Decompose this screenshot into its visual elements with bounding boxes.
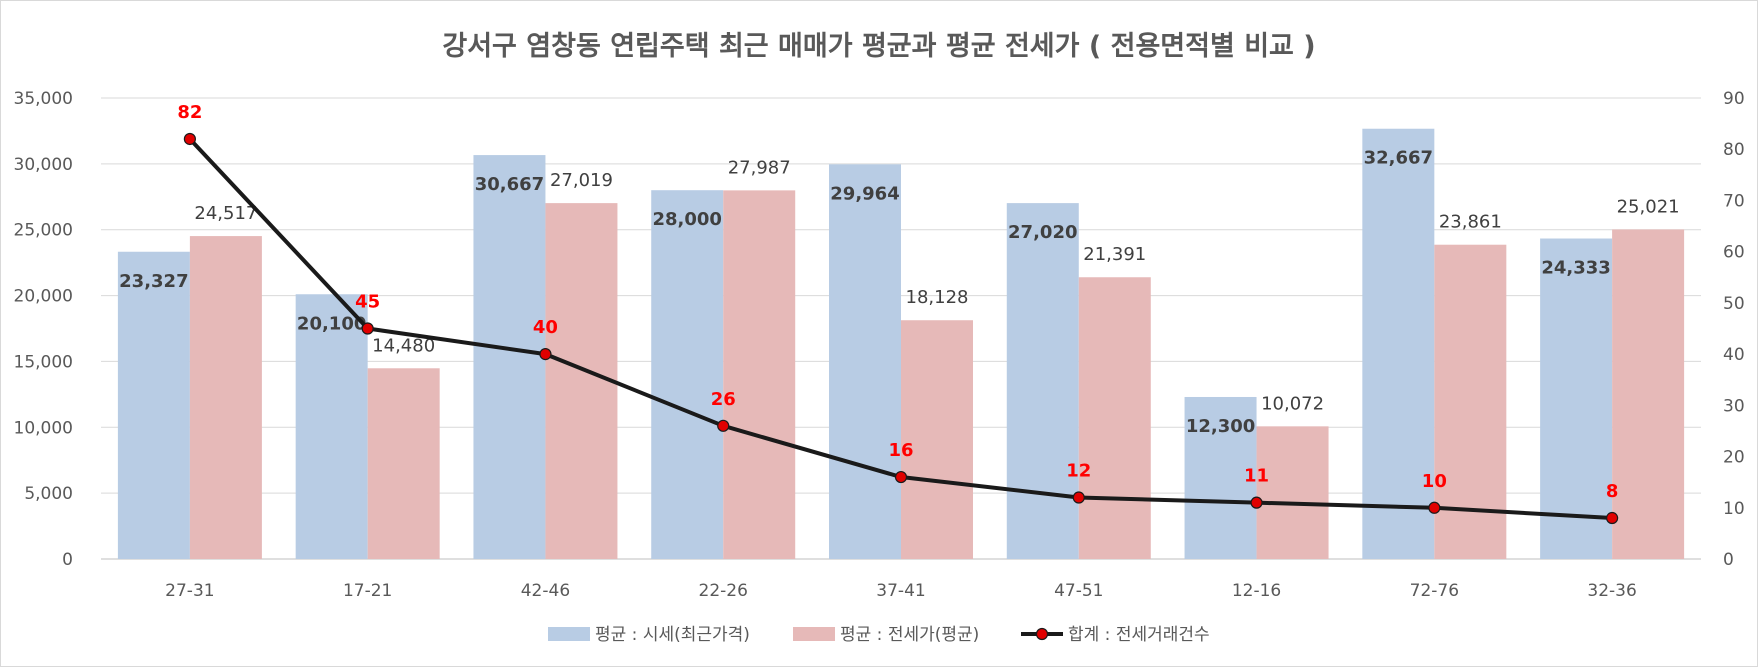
right-tick-label: 60: [1723, 243, 1745, 263]
x-tick-label: 17-21: [343, 581, 392, 601]
bar-label-jeonse: 14,480: [372, 335, 435, 356]
bar-sise: [295, 294, 368, 559]
bar-label-jeonse: 27,987: [728, 157, 791, 178]
line-point: [894, 470, 908, 484]
bar-label-sise: 28,000: [652, 209, 721, 230]
bar-jeonse: [1256, 426, 1329, 559]
x-tick-label: 42-46: [521, 581, 570, 601]
line-point: [1250, 496, 1263, 509]
x-tick-label: 12-16: [1232, 581, 1281, 601]
bar-label-sise: 29,964: [830, 183, 899, 204]
bar-label-sise: 23,327: [119, 271, 188, 292]
line-point-label: 16: [888, 440, 913, 461]
bar-label-sise: 24,333: [1541, 257, 1610, 278]
bar-label-jeonse: 25,021: [1617, 196, 1680, 217]
bar-jeonse: [1078, 277, 1151, 559]
bar-label-jeonse: 21,391: [1083, 244, 1146, 265]
bar-sise: [1184, 396, 1257, 559]
x-axis-ticks: 27-31 17-21 42-46 22-26 37-41 47-51 12-16 72-76…: [165, 581, 1637, 601]
left-tick-label: 0: [62, 550, 73, 570]
line-point: [1072, 491, 1085, 504]
legend-marker-count: [1035, 627, 1049, 641]
bar-sise: [1540, 238, 1613, 559]
x-tick-label: 32-36: [1587, 581, 1636, 601]
left-axis-ticks: 0 5,000 10,000 15,000 20,000 25,000 30,000 35,0…: [14, 89, 73, 570]
line-point-label: 40: [533, 317, 558, 338]
bar-label-sise: 32,667: [1364, 148, 1433, 169]
bar-labels-group: 23,327 24,517 20,100 14,480 30,667 27,019 28,0…: [119, 148, 1679, 437]
bar-jeonse: [1612, 229, 1685, 559]
bar-sise: [1006, 203, 1079, 559]
bar-jeonse: [545, 203, 618, 560]
right-tick-label: 40: [1723, 345, 1745, 365]
x-tick-label: 22-26: [699, 581, 748, 601]
bar-sise: [1362, 128, 1435, 559]
right-tick-label: 80: [1723, 140, 1745, 160]
bar-label-sise: 30,667: [475, 174, 544, 195]
line-point-label: 8: [1606, 481, 1619, 502]
x-tick-label: 27-31: [165, 581, 214, 601]
line-series-group: 82 45 40 26 16 12 11 10 8: [177, 102, 1619, 525]
line-point: [183, 132, 196, 146]
bar-jeonse: [901, 320, 973, 559]
bar-sise: [651, 190, 724, 559]
bar-label-jeonse: 24,517: [194, 203, 257, 224]
right-tick-label: 20: [1723, 448, 1745, 468]
line-point-label: 26: [711, 389, 736, 410]
line-point-label: 45: [355, 292, 380, 313]
line-point: [539, 348, 552, 361]
line-point: [1428, 501, 1441, 514]
line-point-label: 12: [1066, 461, 1091, 482]
legend-swatch-jeonse: [793, 627, 835, 641]
bar-label-sise: 27,020: [1008, 222, 1077, 243]
left-tick-label: 30,000: [14, 155, 73, 175]
left-tick-label: 25,000: [14, 221, 73, 241]
bar-sise: [117, 251, 190, 559]
bars-group: [117, 128, 1685, 560]
right-tick-label: 30: [1723, 396, 1745, 416]
right-tick-label: 70: [1723, 191, 1745, 211]
right-tick-label: 50: [1723, 294, 1745, 314]
line-point: [361, 322, 374, 335]
left-tick-label: 10,000: [14, 418, 73, 438]
x-tick-label: 37-41: [876, 581, 925, 601]
legend-label-count: 합계 : 전세거래건수: [1068, 625, 1210, 645]
line-point-label: 82: [177, 102, 202, 123]
right-tick-label: 10: [1723, 499, 1745, 519]
left-tick-label: 20,000: [14, 287, 73, 307]
right-tick-label: 0: [1723, 550, 1734, 570]
line-point-label: 11: [1244, 466, 1269, 487]
left-tick-label: 5,000: [24, 484, 73, 504]
legend: 평균 : 시세(최근가격) 평균 : 전세가(평균) 합계 : 전세거래건수: [548, 625, 1210, 645]
bar-label-jeonse: 18,128: [906, 287, 969, 308]
legend-label-sise: 평균 : 시세(최근가격): [595, 625, 750, 645]
chart-title: 강서구 염창동 연립주택 최근 매매가 평균과 평균 전세가 ( 전용면적별 비…: [442, 31, 1315, 62]
bar-sise: [829, 164, 901, 560]
bar-jeonse: [723, 190, 796, 560]
bar-jeonse: [189, 236, 262, 559]
right-tick-label: 90: [1723, 89, 1745, 109]
right-axis-ticks: 0 10 20 30 40 50 60 70 80 90: [1723, 89, 1745, 570]
bar-label-sise: 20,100: [297, 313, 366, 334]
line-point: [1606, 511, 1619, 525]
bar-label-jeonse: 10,072: [1261, 393, 1324, 414]
x-tick-label: 72-76: [1410, 581, 1459, 601]
line-point: [717, 419, 730, 432]
left-tick-label: 15,000: [14, 352, 73, 372]
left-tick-label: 35,000: [14, 89, 73, 109]
bar-label-sise: 12,300: [1186, 416, 1255, 437]
x-tick-label: 47-51: [1054, 581, 1103, 601]
line-point-label: 10: [1422, 471, 1447, 492]
bar-sise: [473, 155, 546, 560]
bar-label-jeonse: 23,861: [1439, 212, 1502, 233]
legend-swatch-sise: [548, 627, 590, 641]
legend-label-jeonse: 평균 : 전세가(평균): [840, 625, 979, 645]
bar-jeonse: [367, 368, 440, 559]
bar-label-jeonse: 27,019: [550, 170, 613, 191]
